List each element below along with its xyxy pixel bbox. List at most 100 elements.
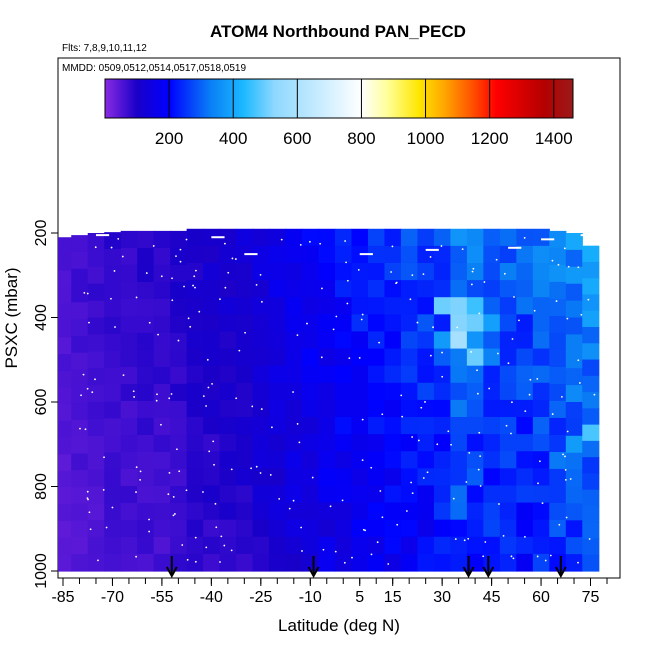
heatmap-cell <box>170 485 188 504</box>
heatmap-cell <box>170 264 188 283</box>
heatmap-cell <box>483 485 501 504</box>
heatmap-cell <box>219 399 237 418</box>
sample-dot <box>551 413 554 415</box>
heatmap-cell <box>384 348 402 367</box>
heatmap-cell <box>549 264 567 283</box>
heatmap-cell <box>120 519 138 538</box>
sample-dot <box>411 436 414 438</box>
heatmap-cell <box>335 416 353 435</box>
heatmap-cell <box>400 382 419 401</box>
heatmap-cell <box>532 502 550 521</box>
sample-dot <box>569 478 572 480</box>
heatmap-cell <box>186 228 204 247</box>
heatmap-cell <box>417 365 435 384</box>
heatmap-cell <box>104 266 122 284</box>
x-tick-label: 5 <box>355 589 364 606</box>
heatmap-cell <box>219 451 237 469</box>
heatmap-cell <box>400 416 419 435</box>
heatmap-cell <box>58 404 72 422</box>
heatmap-cell <box>499 331 517 350</box>
heatmap-cell <box>71 403 89 421</box>
heatmap-cell <box>318 280 336 298</box>
heatmap-cell <box>71 285 89 303</box>
heatmap-cell <box>219 365 237 384</box>
heatmap-cell <box>104 452 122 470</box>
sample-dot <box>334 550 337 553</box>
sample-dot <box>577 266 580 269</box>
heatmap-cell <box>351 519 369 538</box>
heatmap-cell <box>565 368 583 386</box>
heatmap-cell <box>203 399 221 418</box>
heatmap-cell <box>384 399 402 418</box>
sample-dot <box>536 555 539 558</box>
heatmap-cell <box>400 280 419 298</box>
heatmap-cell <box>565 418 583 437</box>
sample-dot <box>376 541 379 544</box>
heatmap-cell <box>450 468 468 487</box>
heatmap-cell <box>433 331 451 350</box>
heatmap-cell <box>433 485 451 504</box>
sample-dot <box>79 427 81 430</box>
heatmap-cell <box>58 454 72 472</box>
heatmap-cell <box>433 434 451 452</box>
heatmap-cell <box>285 262 303 281</box>
heatmap-cell <box>351 262 369 281</box>
heatmap-cell <box>318 451 336 469</box>
heatmap-cell <box>170 451 188 470</box>
heatmap-cell <box>318 382 336 401</box>
heatmap-cell <box>483 297 501 315</box>
heatmap-cell <box>433 365 451 384</box>
sample-dot <box>94 246 97 249</box>
sample-dot <box>478 431 481 434</box>
heatmap-cell <box>153 298 171 317</box>
heatmap-cell <box>203 416 221 435</box>
heatmap-cell <box>302 502 320 521</box>
heatmap-cell <box>450 262 468 281</box>
sample-dot <box>113 270 116 272</box>
heatmap-cell <box>565 283 583 302</box>
heatmap-cell <box>104 401 122 420</box>
sample-dot <box>467 537 470 540</box>
heatmap-cell <box>483 228 501 247</box>
sample-dot <box>358 357 361 359</box>
heatmap-cell <box>219 348 237 367</box>
sample-dot <box>511 401 513 404</box>
heatmap-cell <box>186 382 204 401</box>
heatmap-cell <box>417 399 435 418</box>
sample-dot <box>472 267 475 270</box>
heatmap-cell <box>516 416 534 435</box>
heatmap-cell <box>450 297 468 315</box>
heatmap-cell <box>137 502 155 521</box>
heatmap-cell <box>87 402 105 420</box>
sample-dot <box>171 299 174 302</box>
heatmap-cell <box>269 331 287 350</box>
heatmap-cell <box>499 365 517 384</box>
heatmap-cell <box>318 228 336 247</box>
y-tick-label: 800 <box>33 473 50 500</box>
heatmap-cell <box>417 331 435 350</box>
heatmap-cell <box>219 502 237 521</box>
heatmap-cell <box>318 245 336 264</box>
heatmap-cell <box>203 245 221 264</box>
heatmap-cell <box>400 314 419 333</box>
sample-dot <box>558 523 561 526</box>
heatmap-cell <box>236 382 254 401</box>
heatmap-cell <box>549 553 567 572</box>
heatmap-cell <box>58 537 72 555</box>
sample-dot <box>84 428 87 431</box>
heatmap-cell <box>335 297 353 315</box>
sample-dot <box>564 469 567 471</box>
heatmap-cell <box>582 327 600 344</box>
heatmap-cell <box>186 434 204 452</box>
heatmap-cell <box>400 348 419 367</box>
heatmap-cell <box>549 315 567 334</box>
sample-dot <box>567 265 570 268</box>
heatmap-cell <box>137 349 155 368</box>
sample-dot <box>529 378 532 381</box>
sample-dot <box>503 272 506 275</box>
heatmap-cell <box>318 314 336 333</box>
heatmap-cell <box>153 485 171 504</box>
heatmap-cell <box>351 536 369 555</box>
heatmap-cell <box>186 553 204 572</box>
heatmap-cell <box>236 536 254 555</box>
